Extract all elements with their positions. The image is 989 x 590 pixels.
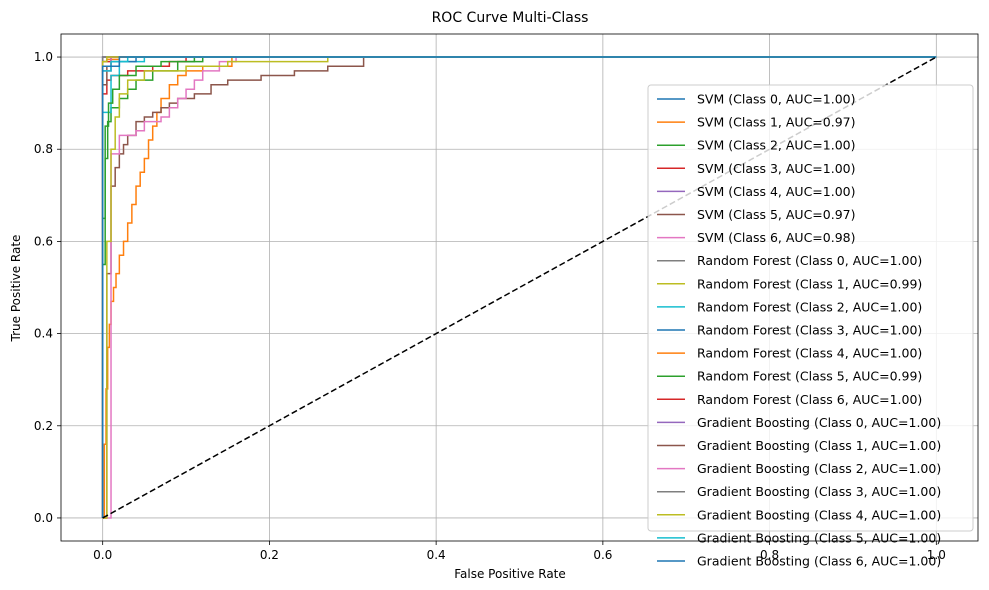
- legend-label-0: SVM (Class 0, AUC=1.00): [697, 92, 856, 107]
- x-tick-label: 0.6: [593, 548, 612, 562]
- legend-label-10: Random Forest (Class 3, AUC=1.00): [697, 323, 922, 338]
- series-line-5: [102, 56, 937, 519]
- x-tick-label: 0.2: [260, 548, 279, 562]
- legend-label-9: Random Forest (Class 2, AUC=1.00): [697, 299, 922, 314]
- x-tick-label: 0.8: [760, 548, 779, 562]
- series-layer: [101, 56, 937, 519]
- legend-label-2: SVM (Class 2, AUC=1.00): [697, 138, 856, 153]
- ticks: 0.0 0.2 0.4 0.6 0.8 1.0 0.0 0.2 0.4 0.6 0.8 1.0: [34, 50, 946, 562]
- legend-label-11: Random Forest (Class 4, AUC=1.00): [697, 346, 922, 361]
- series-line-2: [101, 56, 937, 518]
- x-axis-label: False Positive Rate: [454, 567, 566, 581]
- legend-box: [647, 84, 974, 532]
- series-line-1: [102, 56, 937, 519]
- axes: [60, 33, 979, 542]
- plot-frame: [60, 33, 979, 542]
- legend-label-8: Random Forest (Class 1, AUC=0.99): [697, 276, 922, 291]
- series-line-8: [102, 56, 937, 519]
- legend-label-15: Gradient Boosting (Class 1, AUC=1.00): [697, 438, 941, 453]
- legend-label-4: SVM (Class 4, AUC=1.00): [697, 184, 856, 199]
- legend-label-6: SVM (Class 6, AUC=0.98): [697, 230, 856, 245]
- y-tick-label: 0.6: [34, 234, 53, 248]
- legend-label-5: SVM (Class 5, AUC=0.97): [697, 207, 856, 222]
- series-line-12: [101, 56, 937, 518]
- y-tick-label: 0.0: [34, 511, 53, 525]
- y-tick-label: 0.8: [34, 142, 53, 156]
- legend-label-19: Gradient Boosting (Class 5, AUC=1.00): [697, 530, 941, 545]
- x-tick-label: 0.4: [427, 548, 446, 562]
- x-tick-label: 0.0: [93, 548, 112, 562]
- legend: SVM (Class 0, AUC=1.00) SVM (Class 1, AUC…: [647, 84, 974, 569]
- series-line-6: [102, 56, 937, 519]
- y-axis-label: True Positive Rate: [9, 235, 23, 343]
- legend-label-1: SVM (Class 1, AUC=0.97): [697, 115, 856, 130]
- legend-label-17: Gradient Boosting (Class 3, AUC=1.00): [697, 484, 941, 499]
- x-tick-label: 1.0: [927, 548, 946, 562]
- y-tick-label: 0.2: [34, 419, 53, 433]
- y-tick-label: 1.0: [34, 50, 53, 64]
- chart-title: ROC Curve Multi-Class: [432, 10, 589, 26]
- legend-label-20: Gradient Boosting (Class 6, AUC=1.00): [697, 554, 941, 569]
- legend-label-12: Random Forest (Class 5, AUC=0.99): [697, 369, 922, 384]
- legend-label-7: Random Forest (Class 0, AUC=1.00): [697, 253, 922, 268]
- legend-label-18: Gradient Boosting (Class 4, AUC=1.00): [697, 507, 941, 522]
- legend-label-3: SVM (Class 3, AUC=1.00): [697, 161, 856, 176]
- series-line-20: [101, 56, 937, 518]
- legend-label-14: Gradient Boosting (Class 0, AUC=1.00): [697, 415, 941, 430]
- legend-label-13: Random Forest (Class 6, AUC=1.00): [697, 392, 922, 407]
- y-tick-label: 0.4: [34, 327, 53, 341]
- legend-label-16: Gradient Boosting (Class 2, AUC=1.00): [697, 461, 941, 476]
